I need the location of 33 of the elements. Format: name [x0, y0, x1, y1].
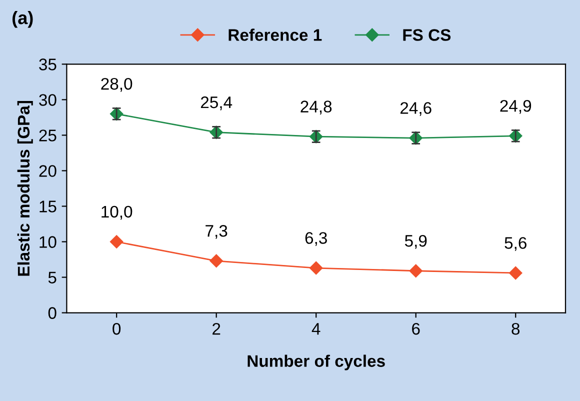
- y-tick-label: 35: [39, 58, 56, 70]
- legend-label: Reference 1: [228, 28, 322, 41]
- point: [110, 235, 124, 248]
- data-label: 7,3: [206, 224, 228, 239]
- x-tick-label: 2: [212, 322, 220, 335]
- point: [210, 254, 223, 268]
- data-label: 5,6: [504, 237, 526, 251]
- y-tick-label: 30: [39, 94, 56, 106]
- chart-title: (a): [12, 10, 33, 28]
- y-tick-label: 10: [40, 236, 56, 248]
- x-tick-label: 4: [312, 323, 320, 335]
- data-label: 6,3: [305, 232, 327, 246]
- x-tick-label: 6: [412, 322, 420, 335]
- y-axis-title: Elastic modulus [GPa]: [17, 100, 33, 276]
- data-label: 24,6: [400, 102, 432, 116]
- x-tick-label: 0: [112, 322, 121, 335]
- data-label: 10,0: [102, 206, 132, 220]
- data-label: 5,9: [404, 234, 427, 249]
- y-tick-label: 20: [39, 165, 56, 177]
- point: [509, 266, 522, 280]
- data-label: 24,8: [300, 100, 332, 114]
- data-label: 28,0: [101, 78, 132, 92]
- point: [409, 264, 422, 278]
- data-label: 24,9: [500, 100, 532, 114]
- point: [310, 261, 323, 275]
- legend-label: FS CS: [403, 29, 451, 41]
- y-tick-label: 5: [48, 272, 56, 284]
- x-axis-title: Number of cycles: [248, 354, 385, 370]
- y-tick-label: 25: [39, 130, 56, 142]
- y-tick-label: 0: [48, 307, 56, 319]
- y-tick-label: 15: [40, 200, 56, 212]
- data-label: 25,4: [200, 96, 232, 110]
- x-tick-label: 8: [512, 322, 520, 335]
